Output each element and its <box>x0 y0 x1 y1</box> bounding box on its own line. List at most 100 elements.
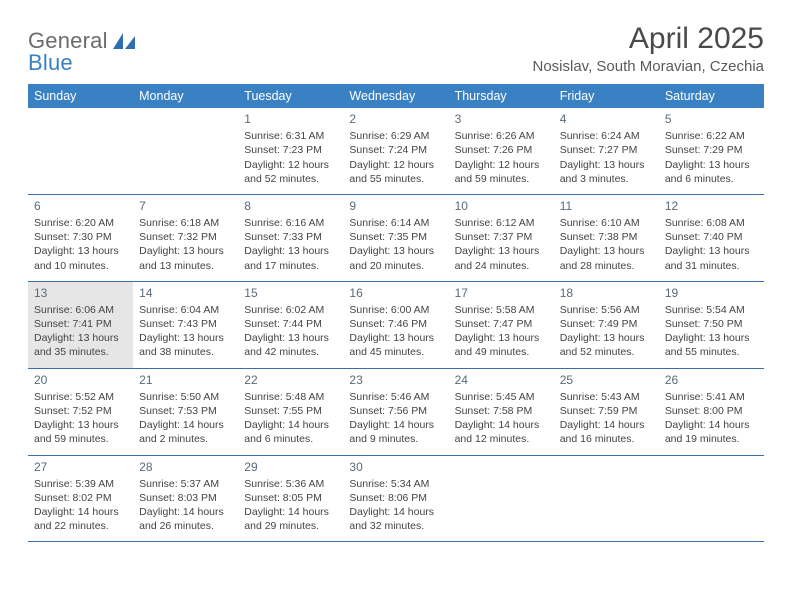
calendar-day-cell: 15Sunrise: 6:02 AMSunset: 7:44 PMDayligh… <box>238 281 343 368</box>
calendar-body: 1 Sunrise: 6:31 AMSunset: 7:23 PM Daylight… <box>28 108 764 542</box>
day-number: 2 <box>349 111 442 127</box>
day-number: 23 <box>349 372 442 388</box>
sunrise-line: Sunrise: 6:24 AM <box>560 129 653 143</box>
sunset-line: Sunset: 7:49 PM <box>560 317 653 331</box>
calendar-day-cell: 8Sunrise: 6:16 AMSunset: 7:33 PMDaylight… <box>238 194 343 281</box>
header: General Blue April 2025 Nosislav, South … <box>28 22 764 76</box>
daylight-line: Daylight: 13 hours and 20 minutes. <box>349 244 442 272</box>
title-block: April 2025 Nosislav, South Moravian, Cze… <box>533 22 765 75</box>
location-subtitle: Nosislav, South Moravian, Czechia <box>533 58 765 75</box>
sunset-line: Sunset: 7:23 PM <box>244 143 337 157</box>
sunrise-line: Sunrise: 6:31 AM <box>244 129 337 143</box>
sunrise-line: Sunrise: 6:22 AM <box>665 129 758 143</box>
sunrise-line: Sunrise: 6:10 AM <box>560 216 653 230</box>
logo: General Blue <box>28 22 136 76</box>
calendar-week-row: 27Sunrise: 5:39 AMSunset: 8:02 PMDayligh… <box>28 455 764 542</box>
calendar-day-cell: 23Sunrise: 5:46 AMSunset: 7:56 PMDayligh… <box>343 368 448 455</box>
day-number: 1 <box>244 111 337 127</box>
daylight-line: Daylight: 13 hours and 45 minutes. <box>349 331 442 359</box>
daylight-line: Daylight: 13 hours and 42 minutes. <box>244 331 337 359</box>
weekday-header: Saturday <box>659 84 764 108</box>
daylight-line: Daylight: 13 hours and 35 minutes. <box>34 331 127 359</box>
sunset-line: Sunset: 7:37 PM <box>455 230 548 244</box>
daylight-line: Daylight: 13 hours and 28 minutes. <box>560 244 653 272</box>
sunset-line: Sunset: 7:50 PM <box>665 317 758 331</box>
sunrise-line: Sunrise: 6:00 AM <box>349 303 442 317</box>
calendar-day-cell: 2Sunrise: 6:29 AMSunset: 7:24 PMDaylight… <box>343 108 448 194</box>
day-number: 21 <box>139 372 232 388</box>
sunset-line: Sunset: 8:00 PM <box>665 404 758 418</box>
daylight-line: Daylight: 13 hours and 24 minutes. <box>455 244 548 272</box>
daylight-line: Daylight: 13 hours and 55 minutes. <box>665 331 758 359</box>
calendar-empty-cell <box>449 455 554 542</box>
sunrise-line: Sunrise: 5:41 AM <box>665 390 758 404</box>
calendar-day-cell: 7Sunrise: 6:18 AMSunset: 7:32 PMDaylight… <box>133 194 238 281</box>
daylight-line: Daylight: 13 hours and 17 minutes. <box>244 244 337 272</box>
daylight-line: Daylight: 13 hours and 38 minutes. <box>139 331 232 359</box>
day-number: 24 <box>455 372 548 388</box>
sunset-line: Sunset: 7:47 PM <box>455 317 548 331</box>
sunset-line: Sunset: 7:41 PM <box>34 317 127 331</box>
day-number: 29 <box>244 459 337 475</box>
logo-sail-icon <box>112 32 136 50</box>
calendar-day-cell: 6Sunrise: 6:20 AMSunset: 7:30 PMDaylight… <box>28 194 133 281</box>
sunrise-line: Sunrise: 6:18 AM <box>139 216 232 230</box>
calendar-day-cell: 4Sunrise: 6:24 AMSunset: 7:27 PMDaylight… <box>554 108 659 194</box>
day-number: 22 <box>244 372 337 388</box>
calendar-day-cell: 5Sunrise: 6:22 AMSunset: 7:29 PMDaylight… <box>659 108 764 194</box>
calendar-empty-cell <box>659 455 764 542</box>
sunrise-line: Sunrise: 6:04 AM <box>139 303 232 317</box>
daylight-line: Daylight: 13 hours and 10 minutes. <box>34 244 127 272</box>
calendar-day-cell: 11 Sunrise: 6:10 AMSunset: 7:38 PMDayligh… <box>554 194 659 281</box>
calendar-week-row: 1 Sunrise: 6:31 AMSunset: 7:23 PM Daylight… <box>28 108 764 194</box>
sunset-line: Sunset: 7:55 PM <box>244 404 337 418</box>
day-number: 17 <box>455 285 548 301</box>
sunrise-line: Sunrise: 5:37 AM <box>139 477 232 491</box>
day-number: 13 <box>34 285 127 301</box>
calendar-day-cell: 9Sunrise: 6:14 AMSunset: 7:35 PMDaylight… <box>343 194 448 281</box>
sunrise-line: Sunrise: 5:46 AM <box>349 390 442 404</box>
day-number: 6 <box>34 198 127 214</box>
calendar-day-cell: 12Sunrise: 6:08 AMSunset: 7:40 PMDayligh… <box>659 194 764 281</box>
weekday-header: Sunday <box>28 84 133 108</box>
calendar-day-cell: 26Sunrise: 5:41 AMSunset: 8:00 PMDayligh… <box>659 368 764 455</box>
sunrise-line: Sunrise: 6:02 AM <box>244 303 337 317</box>
daylight-line: Daylight: 12 hours and 59 minutes. <box>455 158 548 186</box>
weekday-header: Tuesday <box>238 84 343 108</box>
sunset-line: Sunset: 7:35 PM <box>349 230 442 244</box>
logo-text-block: General Blue <box>28 28 108 76</box>
daylight-line: Daylight: 13 hours and 31 minutes. <box>665 244 758 272</box>
sunrise-line: Sunrise: 6:29 AM <box>349 129 442 143</box>
day-number: 5 <box>665 111 758 127</box>
sunset-line: Sunset: 7:29 PM <box>665 143 758 157</box>
sunset-line: Sunset: 7:40 PM <box>665 230 758 244</box>
calendar-day-cell: 17Sunrise: 5:58 AMSunset: 7:47 PMDayligh… <box>449 281 554 368</box>
weekday-header: Wednesday <box>343 84 448 108</box>
sunset-line: Sunset: 7:52 PM <box>34 404 127 418</box>
daylight-line: Daylight: 13 hours and 52 minutes. <box>560 331 653 359</box>
day-number: 10 <box>455 198 548 214</box>
daylight-line: Daylight: 12 hours and 55 minutes. <box>349 158 442 186</box>
calendar-empty-cell <box>554 455 659 542</box>
sunset-line: Sunset: 7:38 PM <box>560 230 653 244</box>
sunrise-line: Sunrise: 5:52 AM <box>34 390 127 404</box>
sunset-line: Sunset: 7:46 PM <box>349 317 442 331</box>
daylight-line: Daylight: 14 hours and 9 minutes. <box>349 418 442 446</box>
weekday-header: Monday <box>133 84 238 108</box>
weekday-header: Friday <box>554 84 659 108</box>
sunset-line: Sunset: 7:26 PM <box>455 143 548 157</box>
daylight-line: Daylight: 13 hours and 49 minutes. <box>455 331 548 359</box>
sunset-line: Sunset: 8:06 PM <box>349 491 442 505</box>
calendar-header-row: SundayMondayTuesdayWednesdayThursdayFrid… <box>28 84 764 108</box>
sunset-line: Sunset: 7:43 PM <box>139 317 232 331</box>
weekday-header: Thursday <box>449 84 554 108</box>
calendar-day-cell: 18Sunrise: 5:56 AMSunset: 7:49 PMDayligh… <box>554 281 659 368</box>
sunrise-line: Sunrise: 5:43 AM <box>560 390 653 404</box>
day-number: 7 <box>139 198 232 214</box>
calendar-empty-cell <box>28 108 133 194</box>
day-number: 11 <box>560 198 653 214</box>
day-number: 9 <box>349 198 442 214</box>
calendar-day-cell: 20Sunrise: 5:52 AMSunset: 7:52 PMDayligh… <box>28 368 133 455</box>
calendar-day-cell: 27Sunrise: 5:39 AMSunset: 8:02 PMDayligh… <box>28 455 133 542</box>
day-number: 25 <box>560 372 653 388</box>
